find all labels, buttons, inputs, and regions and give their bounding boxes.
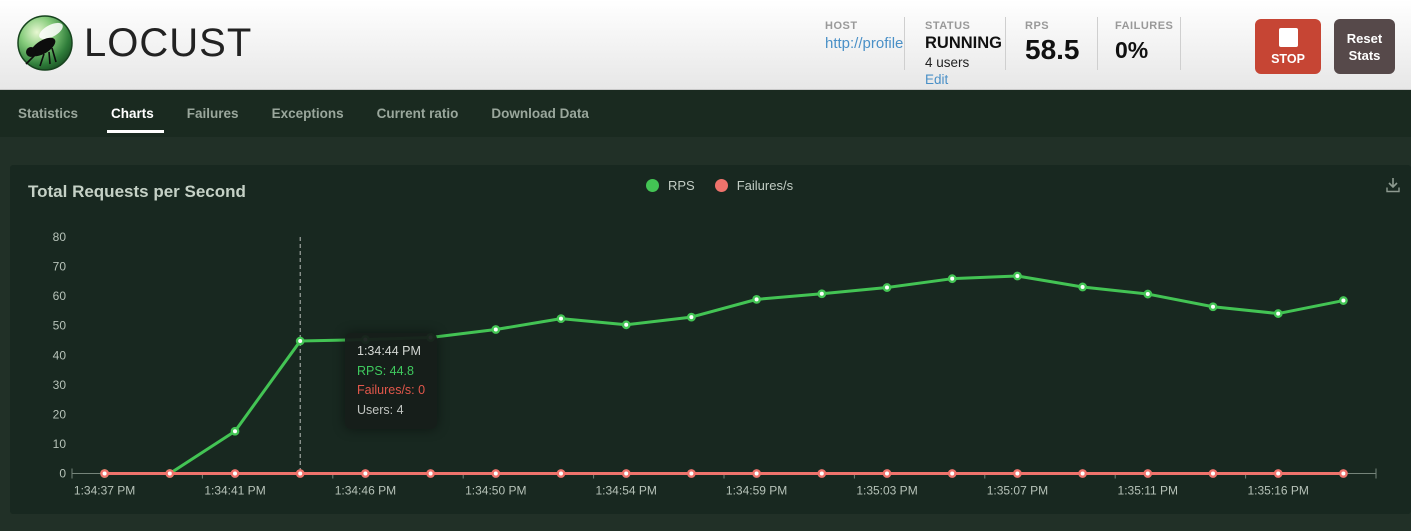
host-link[interactable]: http://profile: [825, 35, 904, 52]
svg-text:1:34:37 PM: 1:34:37 PM: [74, 484, 135, 498]
rps-label: RPS: [1025, 20, 1050, 32]
user-count: 4 users: [925, 55, 970, 70]
reset-button-line2: Stats: [1348, 47, 1381, 63]
locust-logo[interactable]: LOCUST: [16, 14, 252, 72]
tooltip-rps: RPS: 44.8: [357, 363, 414, 378]
chart-title: Total Requests per Second: [28, 182, 246, 201]
svg-text:1:34:54 PM: 1:34:54 PM: [596, 484, 657, 498]
svg-text:0: 0: [59, 467, 66, 481]
tab-exceptions[interactable]: Exceptions: [271, 106, 344, 121]
svg-text:60: 60: [53, 289, 67, 303]
divider: [1005, 17, 1006, 70]
svg-text:1:34:46 PM: 1:34:46 PM: [335, 484, 396, 498]
svg-text:20: 20: [53, 407, 67, 421]
svg-text:10: 10: [53, 437, 67, 451]
svg-text:1:35:16 PM: 1:35:16 PM: [1248, 484, 1309, 498]
failures-value: 0%: [1115, 37, 1149, 63]
failures-stat: FAILURES 0%: [1115, 20, 1173, 64]
status-stat: STATUS RUNNING 4 users Edit: [925, 20, 1002, 87]
svg-text:1:34:41 PM: 1:34:41 PM: [204, 484, 265, 498]
host-label: HOST: [825, 20, 858, 32]
svg-text:1:35:07 PM: 1:35:07 PM: [987, 484, 1048, 498]
rps-stat: RPS 58.5: [1025, 20, 1080, 66]
tab-failures[interactable]: Failures: [186, 106, 239, 121]
legend-item-failures[interactable]: Failures/s: [714, 178, 794, 193]
svg-text:1:35:11 PM: 1:35:11 PM: [1118, 484, 1178, 498]
stop-button[interactable]: STOP: [1255, 19, 1321, 74]
locust-logo-icon: [17, 15, 73, 71]
svg-text:1:35:03 PM: 1:35:03 PM: [856, 484, 917, 498]
tooltip-failures: Failures/s: 0: [357, 383, 426, 397]
rps-legend-dot-icon: [646, 179, 659, 192]
host-stat: HOST http://profile: [825, 20, 903, 52]
svg-text:1:34:59 PM: 1:34:59 PM: [726, 484, 787, 498]
svg-text:70: 70: [53, 260, 67, 274]
stop-square-icon: [1278, 27, 1298, 47]
svg-text:40: 40: [53, 348, 67, 362]
divider: [904, 17, 905, 70]
edit-link[interactable]: Edit: [925, 72, 949, 87]
reset-stats-button[interactable]: Reset Stats: [1334, 19, 1395, 74]
legend-item-rps[interactable]: RPS: [646, 178, 695, 193]
rps-chart-svg[interactable]: 0 10 20 30 40 50 60 70 80 1:34:37 PM 1:34:41 PM 1:3…: [10, 165, 1411, 514]
failures-label: FAILURES: [1115, 20, 1174, 32]
chart-tooltip: 1:34:44 PM RPS: 44.8 Failures/s: 0 Users…: [345, 333, 438, 429]
svg-text:1:34:50 PM: 1:34:50 PM: [465, 484, 526, 498]
failures-legend-label: Failures/s: [736, 178, 794, 193]
divider: [1097, 17, 1098, 70]
tab-statistics[interactable]: Statistics: [18, 106, 79, 121]
tooltip-users: Users: 4: [357, 402, 404, 417]
tab-charts[interactable]: Charts: [107, 90, 164, 137]
status-label: STATUS: [925, 20, 971, 32]
top-header: LOCUST HOST http://profile STATUS RUNNIN…: [0, 0, 1411, 90]
failures-legend-dot-icon: [714, 179, 728, 192]
stop-button-label: STOP: [1271, 51, 1305, 66]
main-nav: Statistics Charts Failures Exceptions Cu…: [0, 90, 1411, 137]
svg-text:80: 80: [53, 230, 67, 244]
chart-legend: RPS Failures/s: [646, 178, 793, 193]
svg-text:50: 50: [53, 319, 67, 333]
tab-current-ratio[interactable]: Current ratio: [376, 106, 459, 121]
logo-wordmark: LOCUST: [84, 20, 253, 65]
reset-button-line1: Reset: [1346, 30, 1383, 46]
download-icon[interactable]: [1383, 175, 1403, 195]
rps-legend-label: RPS: [668, 178, 695, 193]
tab-download-data[interactable]: Download Data: [491, 106, 589, 121]
tooltip-time: 1:34:44 PM: [357, 344, 421, 358]
status-value: RUNNING: [925, 34, 1002, 52]
svg-text:30: 30: [53, 378, 67, 392]
rps-chart-panel: Total Requests per Second RPS Failures/s…: [10, 165, 1411, 514]
rps-value: 58.5: [1025, 34, 1080, 65]
divider: [1180, 17, 1181, 70]
